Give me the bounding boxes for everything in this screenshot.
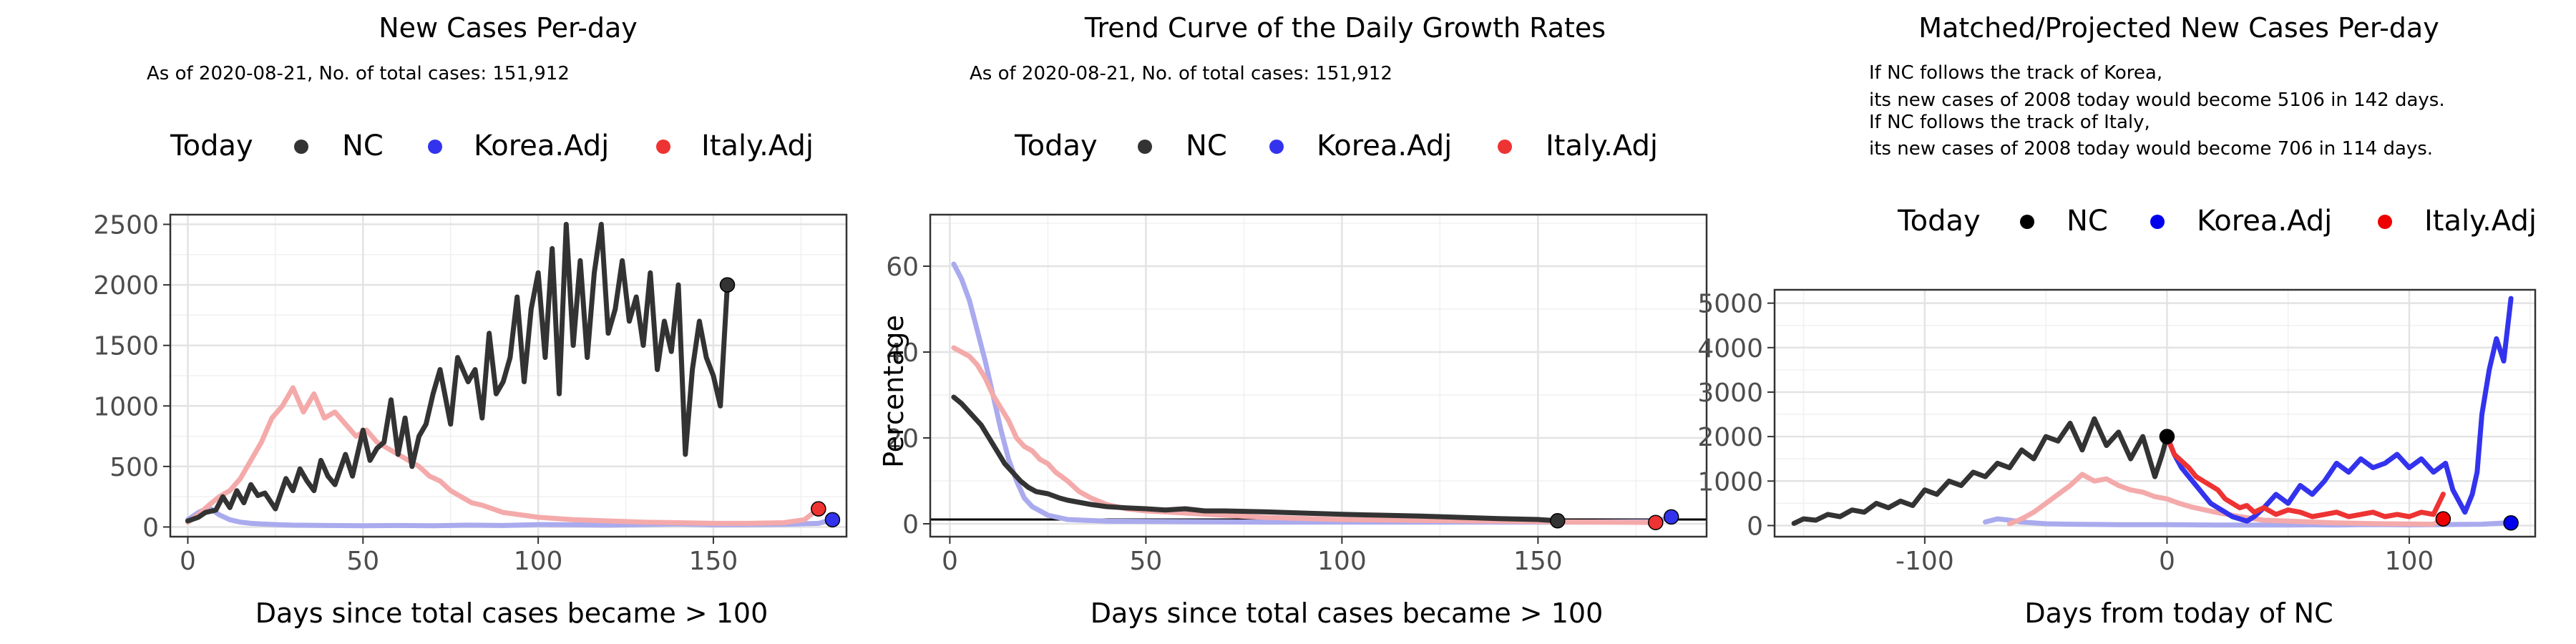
legend-marker-italy <box>1498 140 1512 154</box>
today-point-italy-adj <box>811 501 826 517</box>
plot-border <box>1773 288 2537 538</box>
plot-background <box>930 215 1707 537</box>
today-point-nc <box>1550 513 1566 529</box>
y-tick-label: 2000 <box>1697 423 1763 452</box>
legend-label-italy: Italy.Adj <box>2424 205 2537 238</box>
today-point-nc <box>2159 429 2175 444</box>
annotation-line-1: If NC follows the track of Korea, <box>1869 62 2162 84</box>
y-tick-label: 0 <box>902 510 919 540</box>
x-tick-label: 0 <box>942 547 958 576</box>
annotation-line-2: its new cases of 2008 today would become… <box>1869 89 2445 111</box>
legend-label-korea: Korea.Adj <box>2197 205 2332 238</box>
y-axis-label: Percentage <box>878 315 909 468</box>
panel-projected-cases: Matched/Projected New Cases Per-day If N… <box>1697 12 2537 629</box>
x-tick-label: -100 <box>1896 547 1954 576</box>
chart-title: Matched/Projected New Cases Per-day <box>1918 12 2439 44</box>
legend-label-nc: NC <box>1186 130 1227 162</box>
x-tick-label: 0 <box>180 547 196 576</box>
plot-border <box>169 213 848 538</box>
legend-title: Today <box>1014 130 1098 162</box>
series-line-nc <box>951 394 1561 524</box>
annotation-line-4: its new cases of 2008 today would become… <box>1869 138 2433 160</box>
y-tick-label: 1000 <box>1697 467 1763 497</box>
legend-marker-nc <box>2020 215 2034 229</box>
y-tick-label: 0 <box>1747 512 1763 541</box>
legend-title: Today <box>1897 205 1981 238</box>
legend-marker-nc <box>1138 140 1152 154</box>
today-point-korea-adj <box>1663 509 1679 525</box>
legend-marker-korea <box>1269 140 1284 154</box>
series-line-nc <box>185 222 730 524</box>
series-line-italy-adj <box>951 345 1659 525</box>
plot-background <box>1775 290 2535 537</box>
chart-subtitle: As of 2020-08-21, No. of total cases: 15… <box>147 63 570 84</box>
y-tick-label: 2500 <box>93 211 159 240</box>
legend-label-nc: NC <box>2067 205 2108 238</box>
x-tick-label: 150 <box>1513 547 1563 576</box>
panel-growth-rates: Trend Curve of the Daily Growth Rates As… <box>878 12 1708 629</box>
chart-subtitle: As of 2020-08-21, No. of total cases: 15… <box>970 63 1392 84</box>
chart-title: Trend Curve of the Daily Growth Rates <box>1084 12 1606 44</box>
plot-area-growth-rates: 0 50 100 150 0 20 40 60 <box>886 213 1708 576</box>
legend-label-italy: Italy.Adj <box>1546 130 1658 162</box>
y-tick-label: 4000 <box>1697 334 1763 364</box>
x-axis-label: Days from today of NC <box>2024 597 2333 629</box>
y-tick-label: 2000 <box>93 271 159 301</box>
today-point-korea-adj <box>824 512 841 528</box>
x-tick-label: 50 <box>1129 547 1162 576</box>
y-tick-label: 500 <box>109 453 159 482</box>
y-tick-label: 5000 <box>1697 290 1763 319</box>
x-tick-label: 0 <box>2159 547 2175 576</box>
today-point-italy-adj <box>2435 511 2451 527</box>
chart-title: New Cases Per-day <box>379 12 638 44</box>
x-axis-label: Days since total cases became > 100 <box>255 597 769 629</box>
today-point-nc <box>719 277 736 293</box>
legend-label-korea: Korea.Adj <box>1317 130 1452 162</box>
legend-label-korea: Korea.Adj <box>474 130 609 162</box>
legend-title: Today <box>170 130 253 162</box>
today-point-korea-adj <box>2503 514 2519 531</box>
legend-marker-italy <box>2378 215 2392 229</box>
legend-label-nc: NC <box>342 130 384 162</box>
series-line-korea-adj-projected <box>2164 296 2514 524</box>
plot-border <box>929 213 1708 538</box>
legend-marker-korea <box>2150 215 2165 229</box>
today-point-italy-adj <box>1648 514 1664 530</box>
x-tick-label: 50 <box>346 547 379 576</box>
x-tick-label: 100 <box>514 547 563 576</box>
legend: Today NC Korea.Adj Italy.Adj <box>1014 130 1658 162</box>
legend-marker-italy <box>656 140 670 154</box>
annotation-line-3: If NC follows the track of Italy, <box>1869 112 2150 133</box>
y-tick-label: 0 <box>142 513 159 542</box>
legend-label-italy: Italy.Adj <box>701 130 814 162</box>
y-tick-label: 3000 <box>1697 379 1763 408</box>
y-tick-label: 40 <box>886 338 919 368</box>
series-line-italy-adj <box>2006 472 2446 527</box>
series-line-nc <box>1791 416 2170 526</box>
panel-new-cases: New Cases Per-day As of 2020-08-21, No. … <box>93 12 848 629</box>
y-tick-label: 60 <box>886 253 919 282</box>
legend: Today NC Korea.Adj Italy.Adj <box>1897 205 2537 238</box>
y-tick-label: 1500 <box>93 332 159 361</box>
x-tick-label: 100 <box>1317 547 1367 576</box>
y-tick-label: 1000 <box>93 392 159 421</box>
legend-marker-korea <box>428 140 442 154</box>
x-tick-label: 100 <box>2385 547 2434 576</box>
x-tick-label: 150 <box>689 547 738 576</box>
x-axis-label: Days since total cases became > 100 <box>1091 597 1604 629</box>
y-tick-label: 20 <box>886 424 919 454</box>
series-line-italy-adj-projected <box>2164 434 2446 519</box>
legend-marker-nc <box>294 140 308 154</box>
legend: Today NC Korea.Adj Italy.Adj <box>170 130 814 162</box>
series-line-italy-adj <box>185 385 821 526</box>
